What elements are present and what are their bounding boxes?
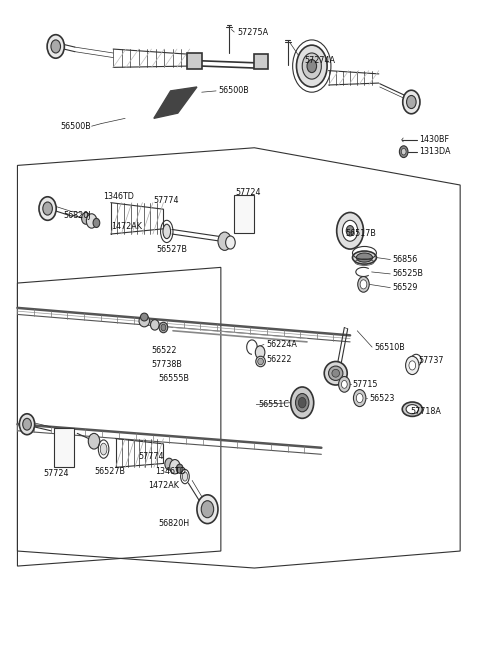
- Text: 57737: 57737: [418, 356, 444, 365]
- Bar: [187, 53, 202, 69]
- Ellipse shape: [139, 315, 150, 327]
- Circle shape: [406, 356, 419, 375]
- Text: 57774: 57774: [153, 196, 179, 204]
- Ellipse shape: [406, 405, 419, 414]
- Text: 57275A: 57275A: [238, 28, 269, 37]
- Circle shape: [307, 60, 317, 73]
- Ellipse shape: [352, 251, 376, 264]
- Circle shape: [43, 202, 52, 215]
- Bar: [54, 428, 74, 468]
- Circle shape: [407, 96, 416, 109]
- Circle shape: [19, 414, 35, 435]
- Bar: [234, 195, 254, 233]
- Text: 56820H: 56820H: [158, 519, 190, 528]
- Circle shape: [346, 225, 354, 236]
- Ellipse shape: [159, 322, 168, 333]
- Text: 56500B: 56500B: [60, 122, 91, 131]
- Circle shape: [296, 394, 309, 412]
- Text: 56224A: 56224A: [266, 340, 297, 349]
- Circle shape: [51, 40, 60, 53]
- Circle shape: [23, 419, 31, 430]
- Circle shape: [360, 280, 367, 289]
- Ellipse shape: [332, 369, 339, 377]
- Circle shape: [399, 146, 408, 158]
- Polygon shape: [154, 87, 197, 119]
- Circle shape: [201, 500, 214, 517]
- Circle shape: [341, 381, 347, 388]
- Ellipse shape: [356, 253, 372, 262]
- Text: 1346TD: 1346TD: [155, 468, 186, 476]
- Ellipse shape: [182, 472, 188, 481]
- Circle shape: [93, 218, 100, 227]
- Circle shape: [403, 90, 420, 114]
- Circle shape: [299, 398, 306, 408]
- Circle shape: [165, 458, 173, 470]
- Text: 56856: 56856: [392, 255, 418, 264]
- Circle shape: [338, 377, 350, 392]
- Text: 56525B: 56525B: [392, 269, 423, 278]
- Circle shape: [82, 212, 90, 224]
- Ellipse shape: [402, 402, 422, 417]
- Circle shape: [86, 214, 97, 228]
- Text: 56820J: 56820J: [63, 210, 90, 219]
- Circle shape: [226, 236, 235, 249]
- Circle shape: [353, 390, 366, 407]
- Text: 1472AK: 1472AK: [111, 221, 142, 231]
- Ellipse shape: [161, 324, 166, 331]
- Text: 56529: 56529: [392, 283, 418, 292]
- Text: 57274A: 57274A: [305, 56, 336, 66]
- Circle shape: [169, 460, 180, 474]
- Text: 57774: 57774: [139, 452, 164, 460]
- Text: 57715: 57715: [352, 380, 378, 389]
- Text: 1313DA: 1313DA: [420, 147, 451, 156]
- Ellipse shape: [256, 356, 265, 367]
- Circle shape: [409, 361, 416, 370]
- Circle shape: [176, 464, 183, 474]
- Ellipse shape: [141, 313, 148, 321]
- Circle shape: [47, 35, 64, 58]
- Circle shape: [39, 196, 56, 220]
- Text: 56527B: 56527B: [94, 468, 125, 476]
- Text: 56523: 56523: [369, 394, 395, 403]
- Text: 56555B: 56555B: [158, 374, 190, 383]
- Text: 56500B: 56500B: [218, 86, 249, 96]
- Circle shape: [302, 53, 322, 79]
- Ellipse shape: [328, 366, 343, 381]
- Ellipse shape: [324, 362, 347, 385]
- Circle shape: [297, 45, 327, 87]
- Text: 57718A: 57718A: [410, 407, 441, 416]
- Circle shape: [342, 220, 358, 241]
- Circle shape: [291, 387, 314, 419]
- Text: 56527B: 56527B: [156, 244, 187, 253]
- Text: 1346TD: 1346TD: [104, 193, 134, 201]
- Circle shape: [255, 346, 265, 359]
- Text: 1472AK: 1472AK: [148, 481, 179, 490]
- Circle shape: [88, 434, 100, 449]
- Text: 56517B: 56517B: [345, 229, 376, 238]
- Text: 57724: 57724: [44, 470, 69, 478]
- Circle shape: [401, 149, 406, 155]
- Text: 56522: 56522: [152, 346, 177, 355]
- Text: 56510B: 56510B: [374, 343, 405, 352]
- Ellipse shape: [100, 443, 107, 455]
- Circle shape: [358, 276, 369, 292]
- Circle shape: [356, 394, 363, 403]
- Text: 57724: 57724: [235, 189, 261, 197]
- Text: 56551C: 56551C: [258, 400, 289, 409]
- Text: 1430BF: 1430BF: [420, 136, 449, 144]
- Ellipse shape: [163, 224, 170, 238]
- Circle shape: [336, 212, 363, 249]
- Text: 57738B: 57738B: [152, 360, 182, 369]
- Circle shape: [197, 495, 218, 523]
- Ellipse shape: [258, 358, 264, 365]
- Circle shape: [218, 232, 231, 250]
- Text: 56222: 56222: [266, 355, 292, 364]
- Ellipse shape: [151, 320, 159, 330]
- Bar: [254, 54, 268, 69]
